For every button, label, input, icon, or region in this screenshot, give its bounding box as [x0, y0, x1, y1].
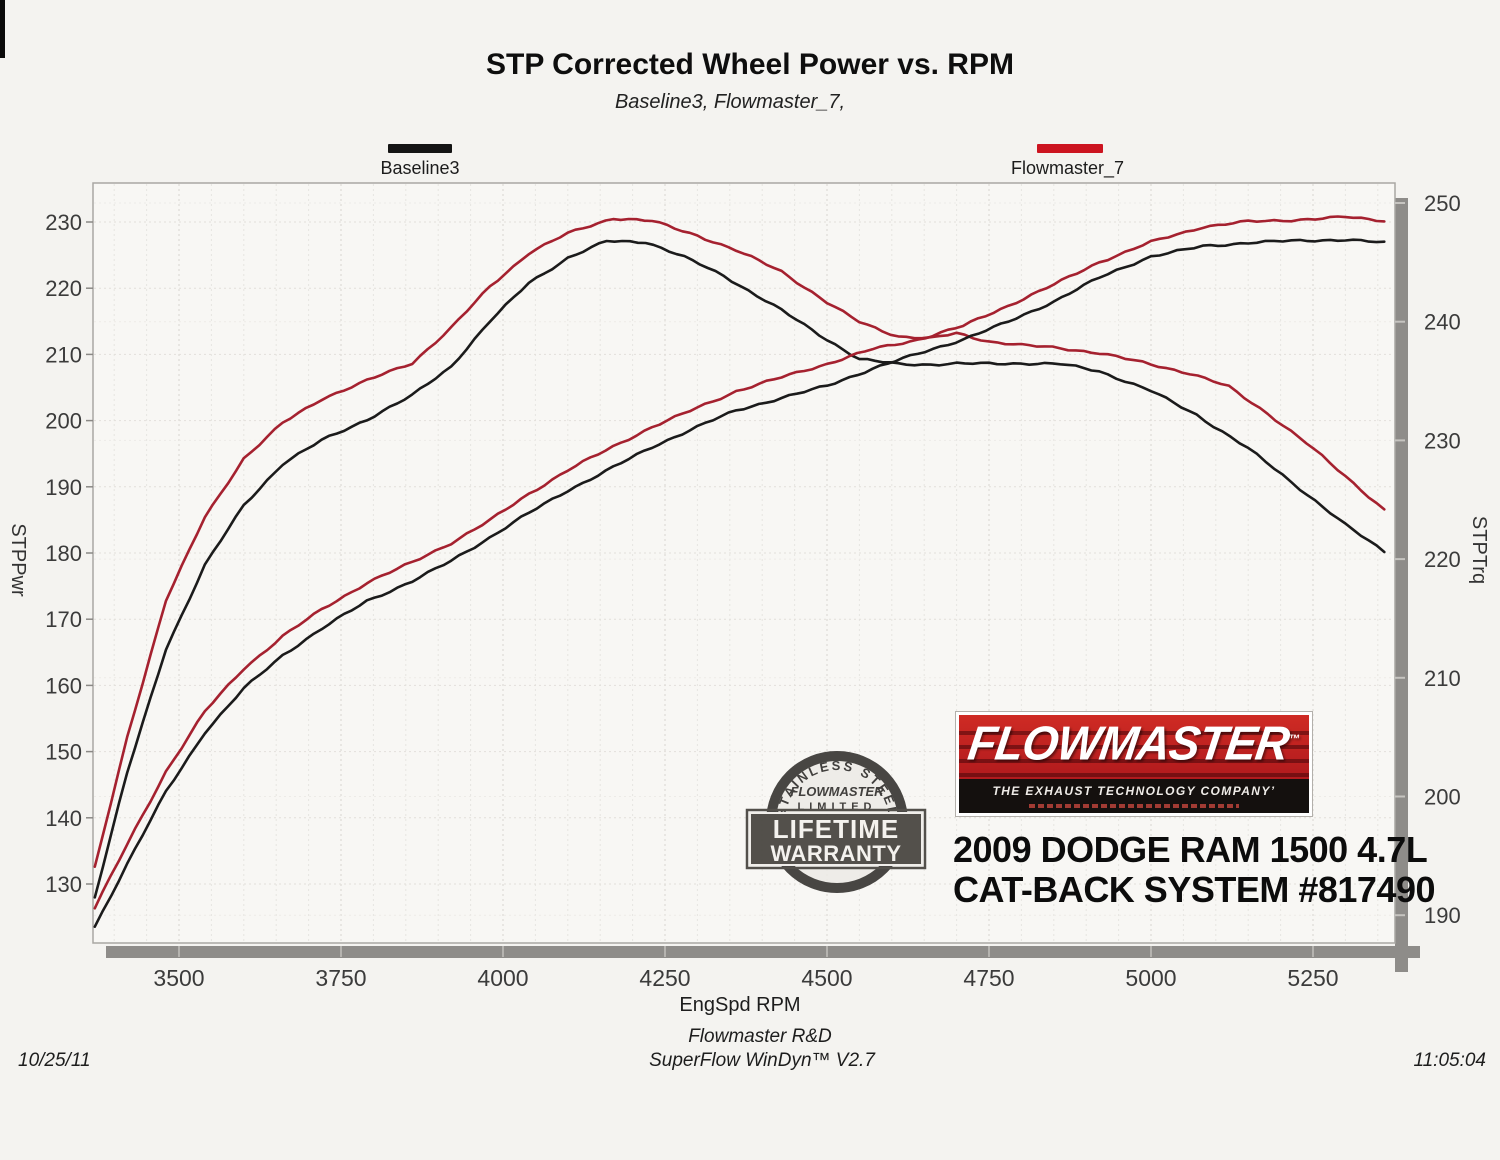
y-left-tick-label: 180: [45, 541, 82, 566]
plot-shadow-bottom: [106, 946, 1420, 958]
curve-flowmaster7-stppwr: [93, 215, 1386, 910]
vehicle-description-line1: 2009 DODGE RAM 1500 4.7L: [953, 829, 1428, 870]
x-tick-label: 4750: [963, 965, 1014, 991]
y-right-tick-label: 240: [1424, 310, 1461, 335]
page-subtitle: Baseline3, Flowmaster_7,: [614, 91, 846, 113]
y-left-tick-label: 210: [45, 342, 82, 367]
badge-brand-text: FLOWMASTER: [790, 784, 884, 799]
dyno-curves: [93, 215, 1386, 928]
y-left-tick-label: 140: [45, 806, 82, 831]
legend-label-baseline3: Baseline3: [380, 158, 460, 178]
y-left-tick-label: 220: [45, 276, 82, 301]
axis-ticks-and-labels: 130 140 150 160 170 180 190 200 210 220 230 190 200 2…: [45, 191, 1460, 991]
lifetime-warranty-badge: STAINLESS STEEL FLOWMASTER LIMITED LIFET…: [745, 751, 927, 893]
badge-lifetime-text: LIFETIME: [773, 814, 899, 844]
plot-shadow-right: [1395, 198, 1408, 972]
y-right-tick-label: 210: [1424, 666, 1461, 691]
curve-baseline3-stptrq: [93, 239, 1386, 899]
scan-edge-artifact: [0, 0, 5, 58]
badge-banner-outer: [745, 808, 927, 870]
curve-baseline3-stppwr: [93, 238, 1386, 928]
logo-stripes: [959, 721, 1309, 779]
vehicle-description-line2: CAT-BACK SYSTEM #817490: [953, 869, 1436, 910]
logo-wordmark: FLOWMASTER™: [959, 715, 1309, 771]
y-left-tick-label: 190: [45, 475, 82, 500]
y-left-tick-label: 170: [45, 607, 82, 632]
logo-tagline: THE EXHAUST TECHNOLOGY COMPANY’: [992, 784, 1276, 798]
x-tick-label: 4500: [801, 965, 852, 991]
curve-flowmaster7-stptrq: [93, 217, 1386, 868]
y-left-tick-label: 160: [45, 673, 82, 698]
badge-banner: [749, 812, 923, 866]
x-axis-label: EngSpd RPM: [679, 994, 801, 1016]
x-tick-label: 3750: [315, 965, 366, 991]
y-right-axis-label: STPTrq: [1468, 515, 1490, 585]
legend-label-flowmaster7: Flowmaster_7: [1010, 158, 1125, 178]
date-stamp: 10/25/11: [18, 1050, 91, 1071]
y-left-tick-label: 230: [45, 210, 82, 235]
software-credit: SuperFlow WinDyn™ V2.7: [649, 1050, 875, 1071]
logo-tm-mark: ™: [1287, 733, 1301, 746]
y-left-tick-label: 150: [45, 740, 82, 765]
page-title: STP Corrected Wheel Power vs. RPM: [486, 48, 1014, 81]
x-tick-label: 4000: [477, 965, 528, 991]
y-left-tick-label: 200: [45, 409, 82, 434]
y-left-tick-label: 130: [45, 872, 82, 897]
legend-swatch-flowmaster7: [1037, 144, 1103, 153]
y-right-tick-label: 190: [1424, 903, 1461, 928]
y-left-axis-label: STPPwr: [7, 523, 29, 597]
x-tick-label: 3500: [153, 965, 204, 991]
legend-swatch-baseline3: [388, 144, 452, 153]
logo-wordmark-text: FLOWMASTER: [964, 715, 1293, 771]
lab-credit: Flowmaster R&D: [688, 1026, 832, 1047]
y-right-tick-label: 220: [1424, 547, 1461, 572]
x-tick-label: 5250: [1287, 965, 1338, 991]
badge-warranty-text: WARRANTY: [770, 841, 901, 866]
y-right-tick-label: 250: [1424, 191, 1461, 216]
flowmaster-logo: FLOWMASTER™ THE EXHAUST TECHNOLOGY COMPA…: [955, 711, 1313, 817]
plot-border: [92, 182, 1396, 944]
logo-fine-print: [1029, 804, 1239, 808]
x-tick-label: 5000: [1125, 965, 1176, 991]
y-right-tick-label: 200: [1424, 785, 1461, 810]
x-tick-label: 4250: [639, 965, 690, 991]
y-right-tick-label: 230: [1424, 428, 1461, 453]
time-stamp: 11:05:04: [1413, 1050, 1486, 1071]
